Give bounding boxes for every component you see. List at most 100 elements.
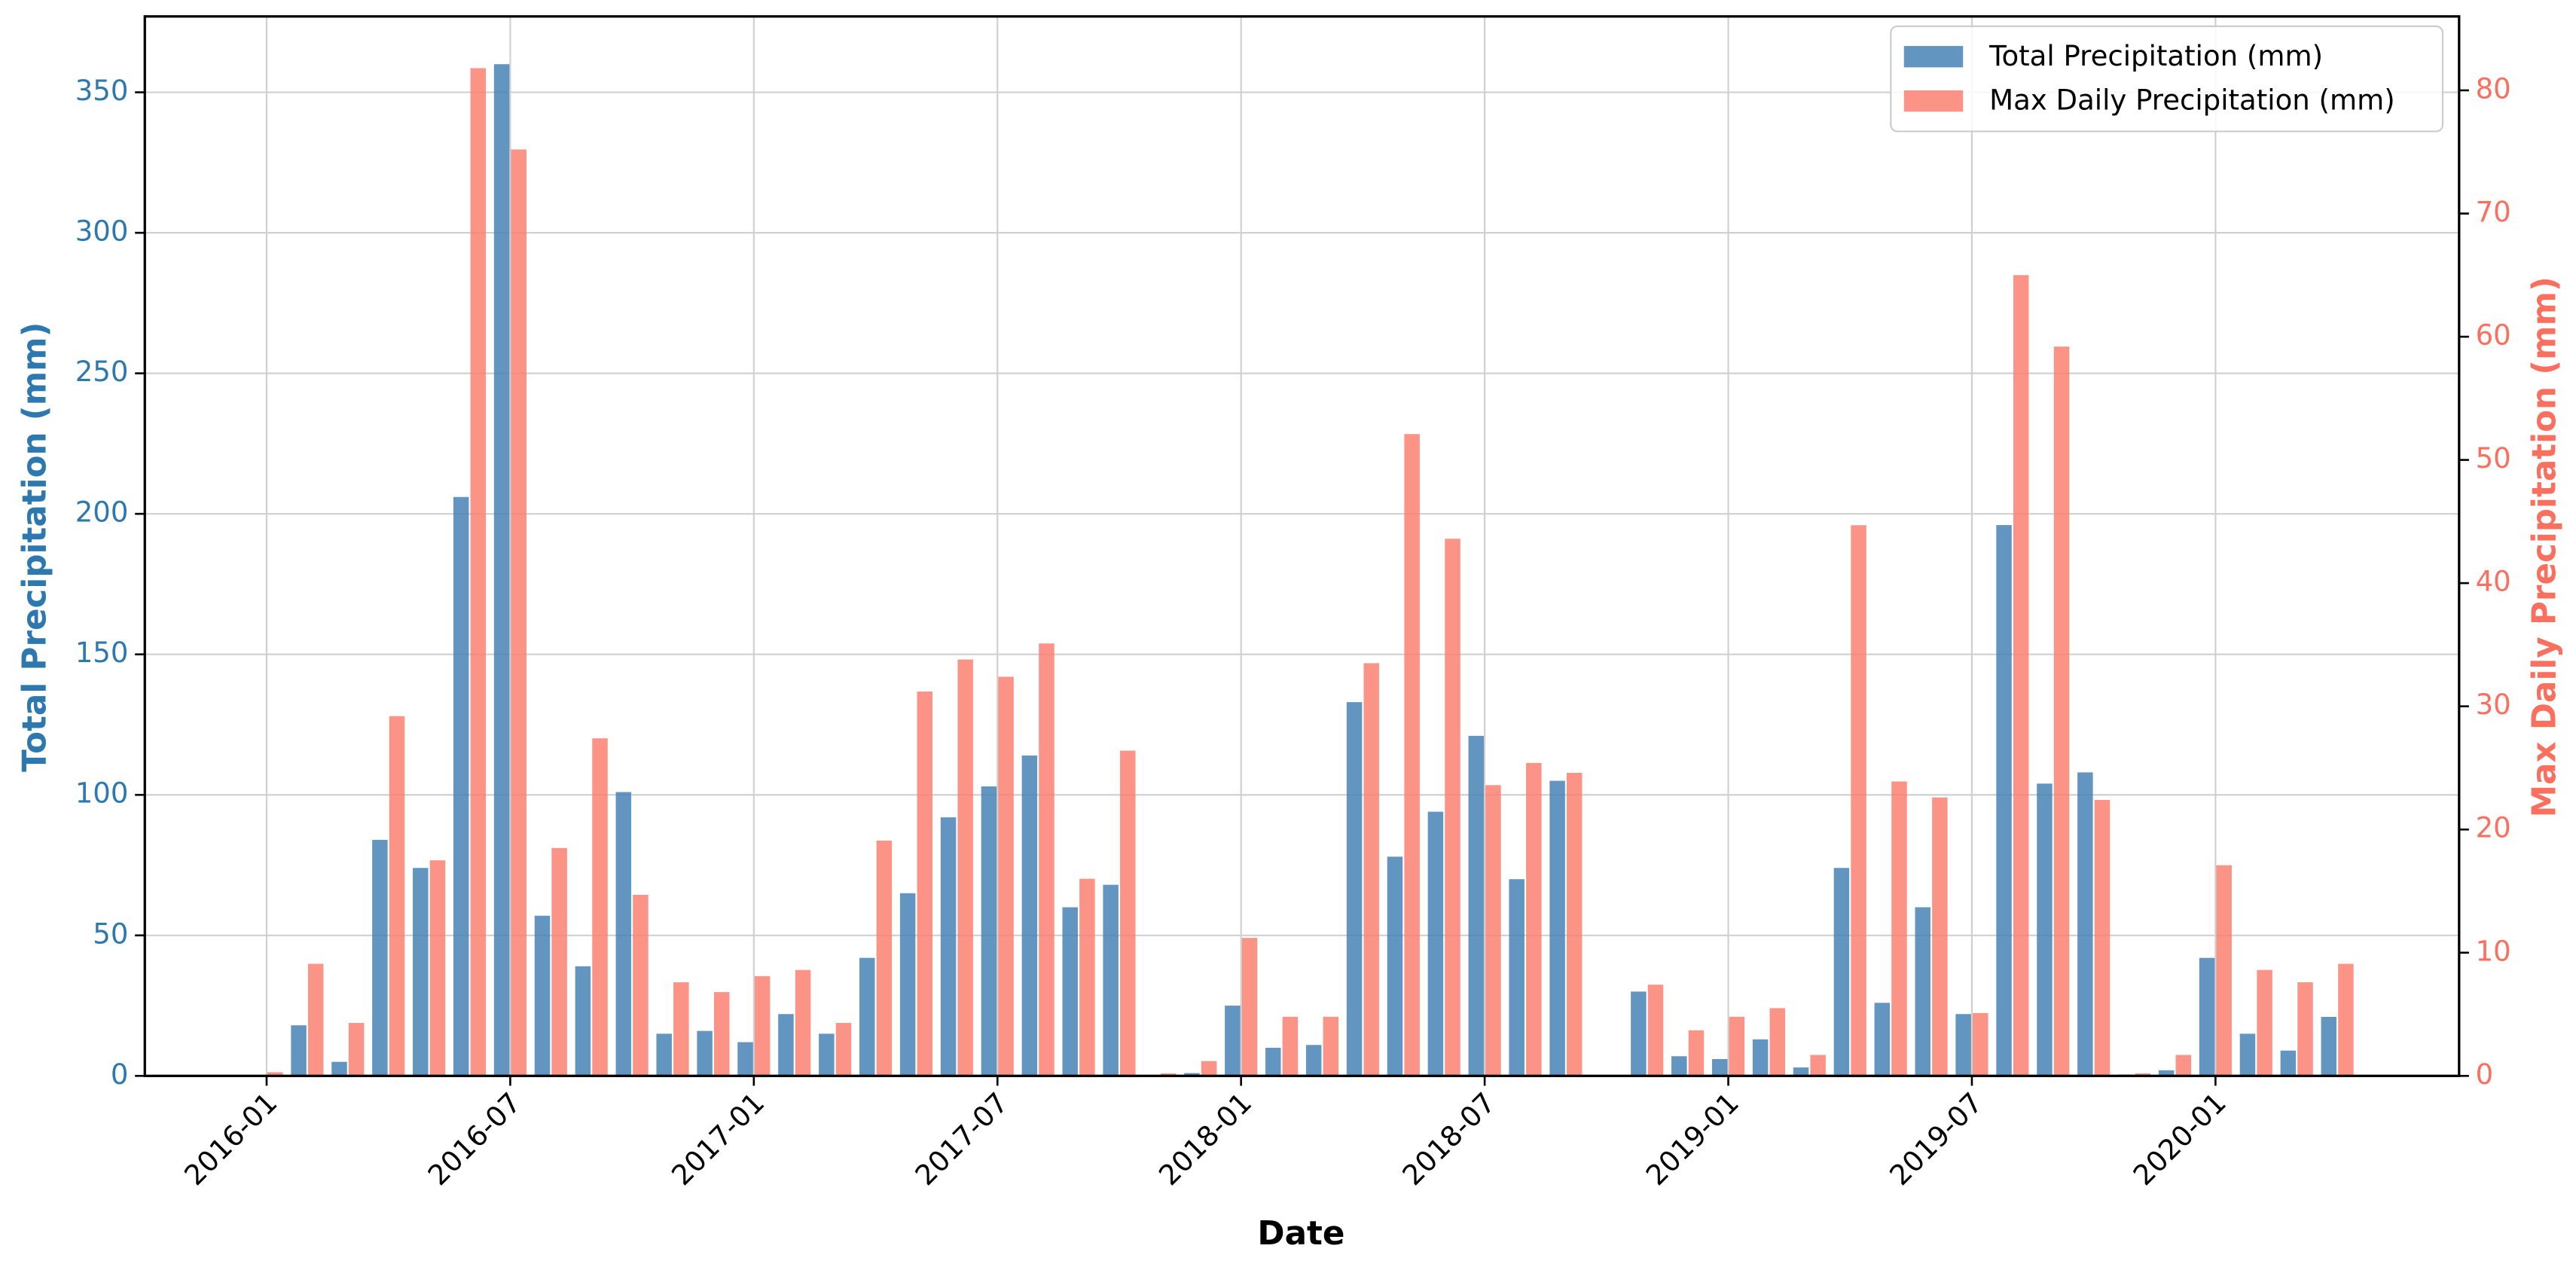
bar	[615, 792, 632, 1076]
bar	[1103, 884, 1119, 1076]
x-tick-label: 2016-07	[422, 1086, 527, 1192]
bar	[429, 860, 446, 1076]
bar	[1566, 772, 1583, 1076]
bar	[917, 691, 933, 1076]
bar	[2175, 1055, 2192, 1076]
bar	[1062, 907, 1078, 1076]
y-tick-label: 100	[75, 777, 129, 810]
bar	[2297, 982, 2313, 1076]
bar	[307, 963, 324, 1076]
y2-tick-label: 60	[2476, 319, 2511, 352]
legend-box	[1890, 25, 2444, 133]
bar	[1955, 1014, 1971, 1076]
bar	[1851, 525, 1866, 1076]
y2-tick-label: 70	[2476, 196, 2511, 228]
bar	[1485, 785, 1501, 1076]
bar	[819, 1033, 835, 1076]
x-tick-label: 2016-01	[179, 1086, 284, 1192]
bar	[413, 868, 429, 1076]
bar	[331, 1061, 347, 1076]
bar	[534, 915, 551, 1076]
bar	[1973, 1012, 1988, 1076]
bar	[1891, 781, 1907, 1076]
bar	[1265, 1048, 1281, 1076]
bar	[2280, 1050, 2297, 1076]
bar	[1039, 643, 1055, 1076]
y2-axis-label: Max Daily Precipitation (mm)	[2526, 276, 2563, 817]
x-tick-label: 2018-01	[1152, 1086, 1258, 1192]
bar	[981, 786, 997, 1076]
bar	[737, 1042, 753, 1076]
bar	[778, 1014, 794, 1076]
bar	[389, 716, 405, 1076]
bar	[1769, 1008, 1785, 1076]
y-tick-label: 300	[75, 215, 129, 248]
bar	[673, 982, 689, 1076]
bar	[1549, 780, 1565, 1076]
bar	[511, 149, 526, 1076]
y2-tick-label: 20	[2476, 812, 2511, 844]
bar	[1241, 938, 1258, 1076]
bar	[2216, 865, 2232, 1076]
bar	[493, 64, 510, 1076]
bar	[940, 817, 957, 1076]
x-tick-label: 2019-07	[1884, 1086, 1989, 1192]
bar	[697, 1030, 713, 1076]
y2-tick-label: 10	[2476, 935, 2511, 967]
bar	[267, 1072, 283, 1076]
bar	[575, 966, 591, 1076]
bar	[998, 676, 1014, 1076]
bar	[754, 975, 771, 1076]
bar	[835, 1022, 852, 1076]
bar	[2094, 799, 2111, 1076]
bar	[1793, 1067, 1809, 1076]
bar	[1874, 1003, 1891, 1076]
bar	[1225, 1006, 1241, 1076]
bar	[1184, 1073, 1200, 1076]
bar	[551, 847, 567, 1076]
legend-label: Max Daily Precipitation (mm)	[1989, 84, 2395, 117]
bar	[957, 659, 973, 1076]
x-tick-label: 2018-07	[1396, 1086, 1502, 1192]
legend-swatch	[1903, 46, 1964, 68]
bar	[1323, 1016, 1339, 1076]
bar	[1363, 663, 1379, 1076]
bar	[795, 969, 811, 1076]
y2-tick-label: 50	[2476, 442, 2511, 475]
bar	[453, 496, 469, 1076]
bar	[1932, 797, 1948, 1076]
bar	[1387, 856, 1403, 1076]
bar	[470, 68, 487, 1076]
bar	[1021, 756, 1038, 1076]
bar	[1833, 868, 1850, 1076]
bar	[592, 738, 608, 1076]
bar	[1810, 1055, 1826, 1076]
bar	[1346, 702, 1363, 1076]
bar	[1729, 1016, 1745, 1076]
bar	[1671, 1056, 1687, 1076]
y-tick-label: 150	[75, 636, 129, 669]
bar	[1282, 1016, 1299, 1076]
bar	[1427, 811, 1444, 1076]
legend-swatch	[1903, 90, 1964, 112]
bar	[1120, 750, 1136, 1076]
bar	[1079, 878, 1095, 1076]
y2-tick-label: 40	[2476, 566, 2511, 598]
y-tick-label: 50	[93, 917, 128, 950]
bar	[1631, 991, 1647, 1076]
bar	[1647, 985, 1664, 1076]
bar	[2239, 1033, 2256, 1076]
bar	[372, 839, 388, 1076]
y-tick-label: 350	[75, 75, 129, 107]
y2-tick-label: 0	[2476, 1058, 2494, 1091]
y-tick-label: 200	[75, 496, 129, 529]
bar	[2077, 772, 2093, 1076]
bar	[714, 992, 730, 1076]
bar	[1404, 434, 1420, 1076]
y2-tick-label: 80	[2476, 72, 2511, 105]
bar	[1468, 735, 1485, 1076]
bar	[1305, 1045, 1322, 1076]
bar	[1526, 762, 1542, 1076]
